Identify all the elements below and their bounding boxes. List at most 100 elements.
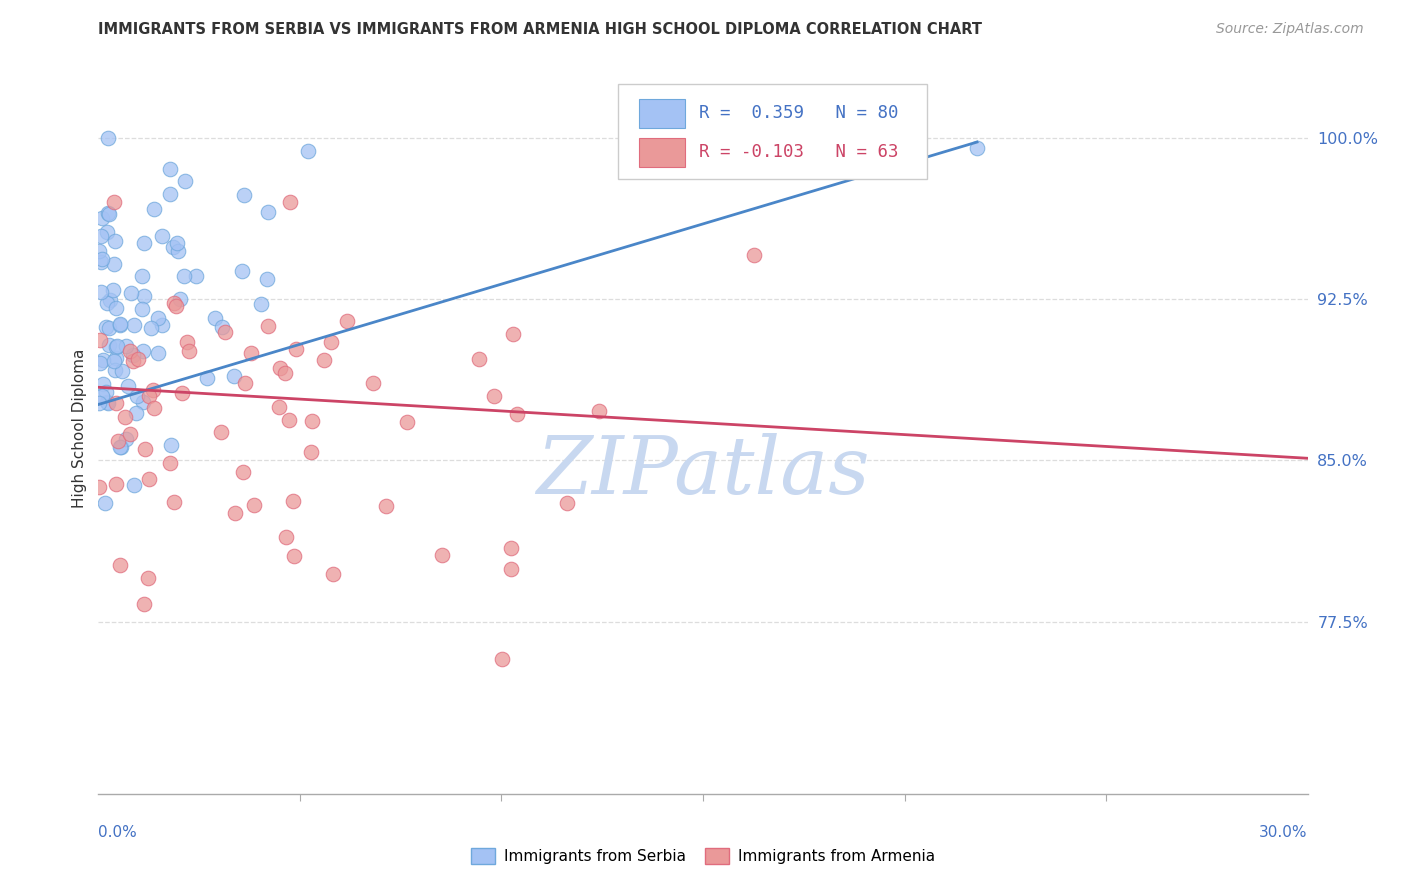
- Point: [110, 558, 132, 573]
- Point: [143, 401, 166, 415]
- Point: [301, 414, 323, 428]
- Point: [89, 244, 111, 259]
- Point: [162, 240, 184, 254]
- Point: [257, 205, 280, 219]
- Point: [173, 269, 195, 284]
- Point: [314, 352, 336, 367]
- Point: [98, 293, 121, 307]
- Point: [103, 354, 125, 368]
- Point: [108, 317, 131, 331]
- Point: [146, 345, 169, 359]
- Point: [89, 479, 111, 493]
- Point: [93, 352, 115, 367]
- Point: [322, 566, 344, 581]
- Point: [211, 320, 233, 334]
- Point: [184, 268, 207, 283]
- Point: [121, 285, 143, 300]
- Point: [224, 506, 246, 520]
- Point: [111, 364, 134, 378]
- Point: [468, 351, 491, 366]
- Point: [90, 229, 112, 244]
- Point: [141, 384, 163, 398]
- Point: [90, 255, 112, 269]
- Point: [94, 320, 117, 334]
- Point: [588, 404, 610, 418]
- Point: [104, 340, 127, 354]
- Point: [114, 410, 136, 425]
- Point: [122, 353, 145, 368]
- Point: [235, 376, 257, 390]
- Point: [139, 321, 162, 335]
- Point: [491, 652, 513, 666]
- Point: [136, 571, 159, 585]
- Point: [256, 319, 278, 334]
- Point: [319, 334, 342, 349]
- FancyBboxPatch shape: [638, 138, 685, 167]
- Point: [89, 356, 111, 370]
- Point: [146, 311, 169, 326]
- Point: [101, 283, 124, 297]
- Point: [122, 348, 145, 362]
- Point: [93, 496, 115, 510]
- Point: [138, 472, 160, 486]
- Point: [105, 301, 128, 315]
- Point: [374, 499, 396, 513]
- Point: [114, 432, 136, 446]
- Point: [195, 370, 218, 384]
- Point: [125, 406, 148, 420]
- Point: [131, 269, 153, 284]
- Y-axis label: High School Diploma: High School Diploma: [72, 349, 87, 508]
- Point: [134, 235, 156, 250]
- Point: [108, 318, 131, 332]
- Point: [742, 248, 765, 262]
- Point: [256, 272, 278, 286]
- Point: [274, 367, 297, 381]
- Point: [177, 343, 200, 358]
- Text: ZIPatlas: ZIPatlas: [536, 434, 870, 511]
- Point: [162, 295, 184, 310]
- Point: [107, 434, 129, 449]
- Point: [89, 333, 111, 347]
- Point: [125, 389, 148, 403]
- Point: [110, 440, 132, 454]
- Point: [150, 228, 173, 243]
- Text: Source: ZipAtlas.com: Source: ZipAtlas.com: [1216, 22, 1364, 37]
- Point: [231, 264, 253, 278]
- Point: [87, 396, 110, 410]
- Point: [107, 339, 129, 353]
- Point: [105, 477, 128, 491]
- Point: [281, 494, 304, 508]
- Point: [104, 351, 127, 366]
- Point: [165, 299, 187, 313]
- Point: [966, 141, 988, 155]
- Point: [209, 425, 232, 439]
- Point: [159, 161, 181, 176]
- Point: [276, 530, 298, 544]
- Point: [104, 234, 127, 248]
- Point: [167, 244, 190, 258]
- Point: [91, 252, 114, 266]
- Point: [150, 318, 173, 333]
- Point: [91, 376, 114, 391]
- Point: [143, 202, 166, 217]
- Point: [122, 478, 145, 492]
- Point: [98, 320, 121, 334]
- Point: [91, 389, 114, 403]
- Point: [277, 413, 299, 427]
- Point: [269, 361, 291, 376]
- Point: [214, 325, 236, 339]
- Point: [132, 395, 155, 409]
- Point: [361, 376, 384, 390]
- Point: [243, 498, 266, 512]
- Point: [90, 211, 112, 226]
- Point: [98, 338, 121, 352]
- Point: [499, 562, 522, 576]
- Point: [395, 415, 418, 429]
- Text: R = -0.103   N = 63: R = -0.103 N = 63: [699, 143, 898, 161]
- Point: [97, 130, 120, 145]
- Point: [170, 386, 193, 401]
- Point: [299, 445, 322, 459]
- Text: R =  0.359   N = 80: R = 0.359 N = 80: [699, 103, 898, 121]
- Point: [124, 318, 146, 332]
- Point: [502, 326, 524, 341]
